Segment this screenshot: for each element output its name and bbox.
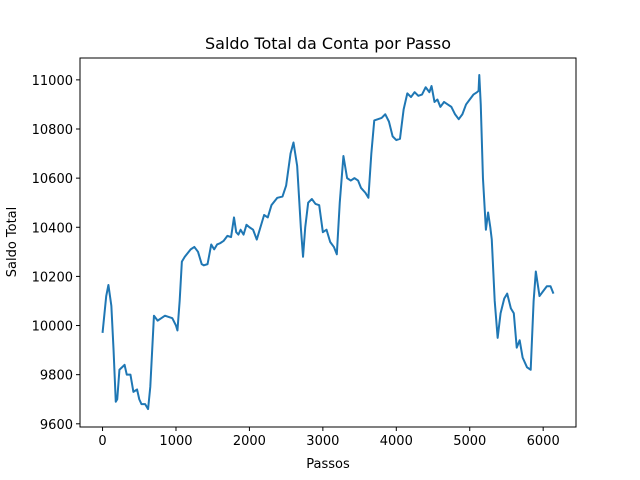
data-line	[101, 73, 555, 411]
x-tick-label: 0	[98, 434, 106, 449]
y-tick-label: 10000	[32, 320, 73, 335]
x-tick-label: 2000	[233, 434, 266, 449]
y-tick-label: 9800	[40, 369, 73, 384]
x-tick-label: 6000	[527, 434, 560, 449]
x-tick-label: 3000	[306, 434, 339, 449]
y-tick-label: 10800	[32, 123, 73, 138]
y-tick-label: 10400	[32, 221, 73, 236]
y-tick-label: 10600	[32, 172, 73, 187]
x-axis-label: Passos	[306, 457, 350, 472]
y-tick-label: 10200	[32, 270, 73, 285]
plot-frame	[79, 57, 577, 428]
x-tick-label: 4000	[380, 434, 413, 449]
x-tick-label: 5000	[453, 434, 486, 449]
y-tick-label: 9600	[40, 418, 73, 433]
chart-title: Saldo Total da Conta por Passo	[205, 34, 451, 53]
x-tick-label: 1000	[159, 434, 192, 449]
y-tick-label: 11000	[32, 74, 73, 89]
y-axis-label: Saldo Total	[5, 207, 20, 278]
